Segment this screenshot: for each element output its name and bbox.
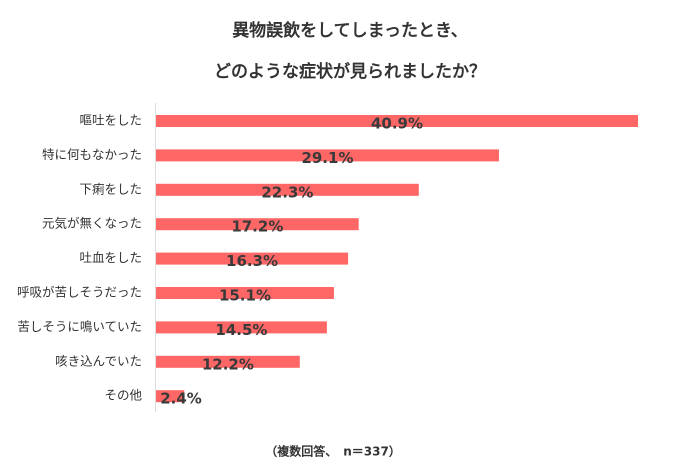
category-label: 嘔吐をした bbox=[79, 113, 142, 128]
value-label: 15.1% bbox=[219, 287, 271, 305]
category-label: 苦しそうに鳴いていた bbox=[17, 319, 142, 334]
category-label: 咳き込んでいた bbox=[55, 353, 142, 368]
bar bbox=[156, 218, 359, 231]
bar bbox=[156, 149, 499, 162]
chart-title: 異物誤飲をしてしまったとき、 bbox=[232, 20, 468, 41]
bar bbox=[156, 183, 419, 196]
bar bbox=[156, 355, 300, 368]
category-label: 吐血をした bbox=[79, 250, 142, 265]
category-label: その他 bbox=[104, 388, 142, 403]
bar bbox=[156, 321, 327, 334]
value-label: 16.3% bbox=[226, 252, 278, 270]
value-label: 12.2% bbox=[202, 355, 254, 373]
category-label: 下痢をした bbox=[79, 181, 142, 196]
value-label: 22.3% bbox=[261, 183, 313, 201]
category-label: 呼吸が苦しそうだった bbox=[17, 285, 142, 300]
category-label: 元気が無くなった bbox=[42, 216, 142, 231]
value-label: 29.1% bbox=[301, 149, 353, 167]
value-label: 14.5% bbox=[215, 321, 267, 339]
value-label: 2.4% bbox=[160, 390, 202, 408]
bar bbox=[156, 115, 638, 127]
value-label: 17.2% bbox=[231, 218, 283, 236]
bar bbox=[156, 287, 334, 299]
bar bbox=[156, 252, 349, 265]
chart-title: どのような症状が見られましたか？ bbox=[214, 61, 486, 82]
note: （複数回答、 n＝337） bbox=[265, 444, 401, 459]
value-label: 40.9% bbox=[371, 115, 423, 133]
bar bbox=[156, 390, 185, 403]
category-label: 特に何もなかった bbox=[42, 147, 142, 162]
